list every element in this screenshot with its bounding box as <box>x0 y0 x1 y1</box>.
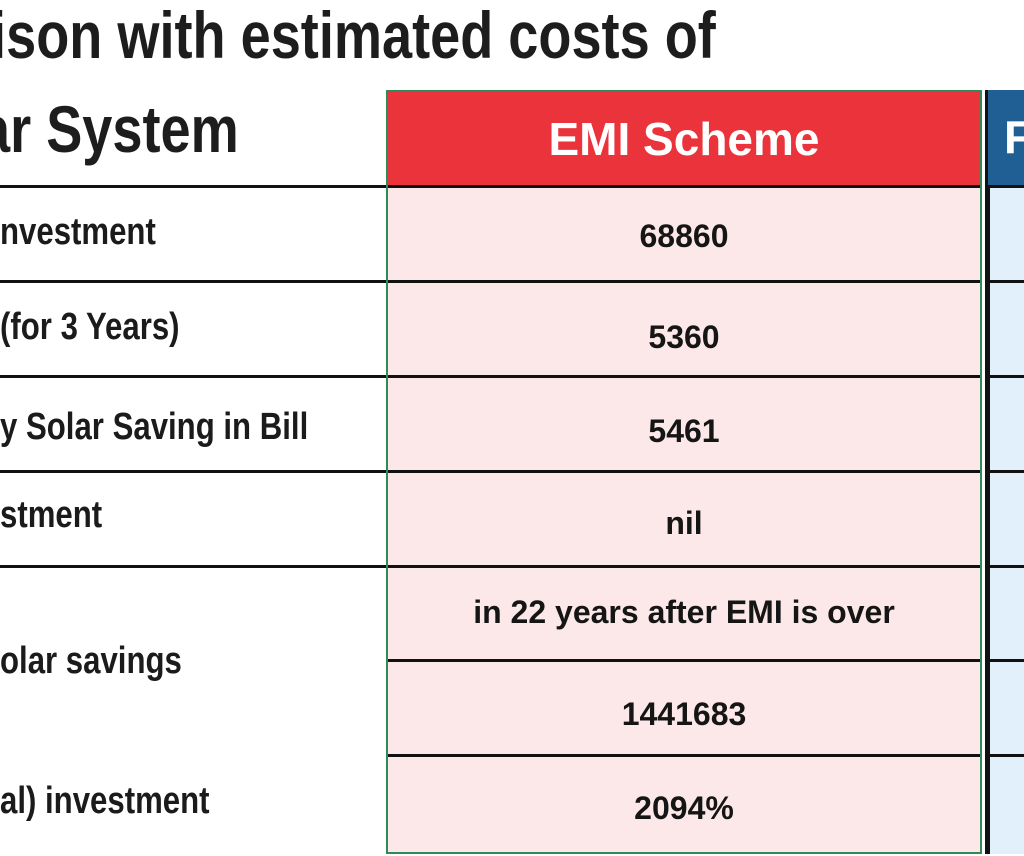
cell-divider <box>388 185 980 188</box>
row-divider <box>0 185 388 188</box>
row-divider <box>0 280 388 283</box>
emi-cell-additional-investment: nil <box>665 505 703 541</box>
cell-divider <box>988 565 1024 568</box>
cell-divider <box>988 754 1024 757</box>
row-label-emi-3-years: (for 3 Years) <box>0 306 180 348</box>
emi-cell-savings-amount: 1441683 <box>621 696 747 732</box>
cell-divider <box>388 375 980 378</box>
second-scheme-header: F <box>988 90 1024 186</box>
row-divider <box>0 565 388 568</box>
emi-cell-emi: 5360 <box>648 319 720 355</box>
emi-cell-investment: 68860 <box>639 218 729 254</box>
cell-divider <box>388 565 980 568</box>
cell-divider <box>988 280 1024 283</box>
page-title-line-2: ar System <box>0 92 239 166</box>
cell-divider <box>988 375 1024 378</box>
emi-cell-solar-saving: 5461 <box>648 413 720 449</box>
row-label-solar-savings: olar savings <box>0 640 182 682</box>
emi-cell-savings-period: in 22 years after EMI is over <box>473 594 895 630</box>
cell-divider <box>388 280 980 283</box>
cell-divider <box>988 659 1024 662</box>
emi-cell-return: 2094% <box>634 790 734 826</box>
emi-scheme-header: EMI Scheme <box>388 92 980 186</box>
row-label-return-on-investment: al) investment <box>0 780 210 822</box>
row-label-investment: nvestment <box>0 211 156 253</box>
cell-divider <box>388 659 980 662</box>
cell-divider <box>388 754 980 757</box>
cell-divider <box>988 470 1024 473</box>
row-label-solar-saving: y Solar Saving in Bill <box>0 406 309 448</box>
page-title-line-1: rison with estimated costs of <box>0 0 716 72</box>
cell-divider <box>988 185 1024 188</box>
cell-divider <box>388 470 980 473</box>
row-divider <box>0 375 388 378</box>
row-label-additional-investment: stment <box>0 494 103 536</box>
row-divider <box>0 470 388 473</box>
